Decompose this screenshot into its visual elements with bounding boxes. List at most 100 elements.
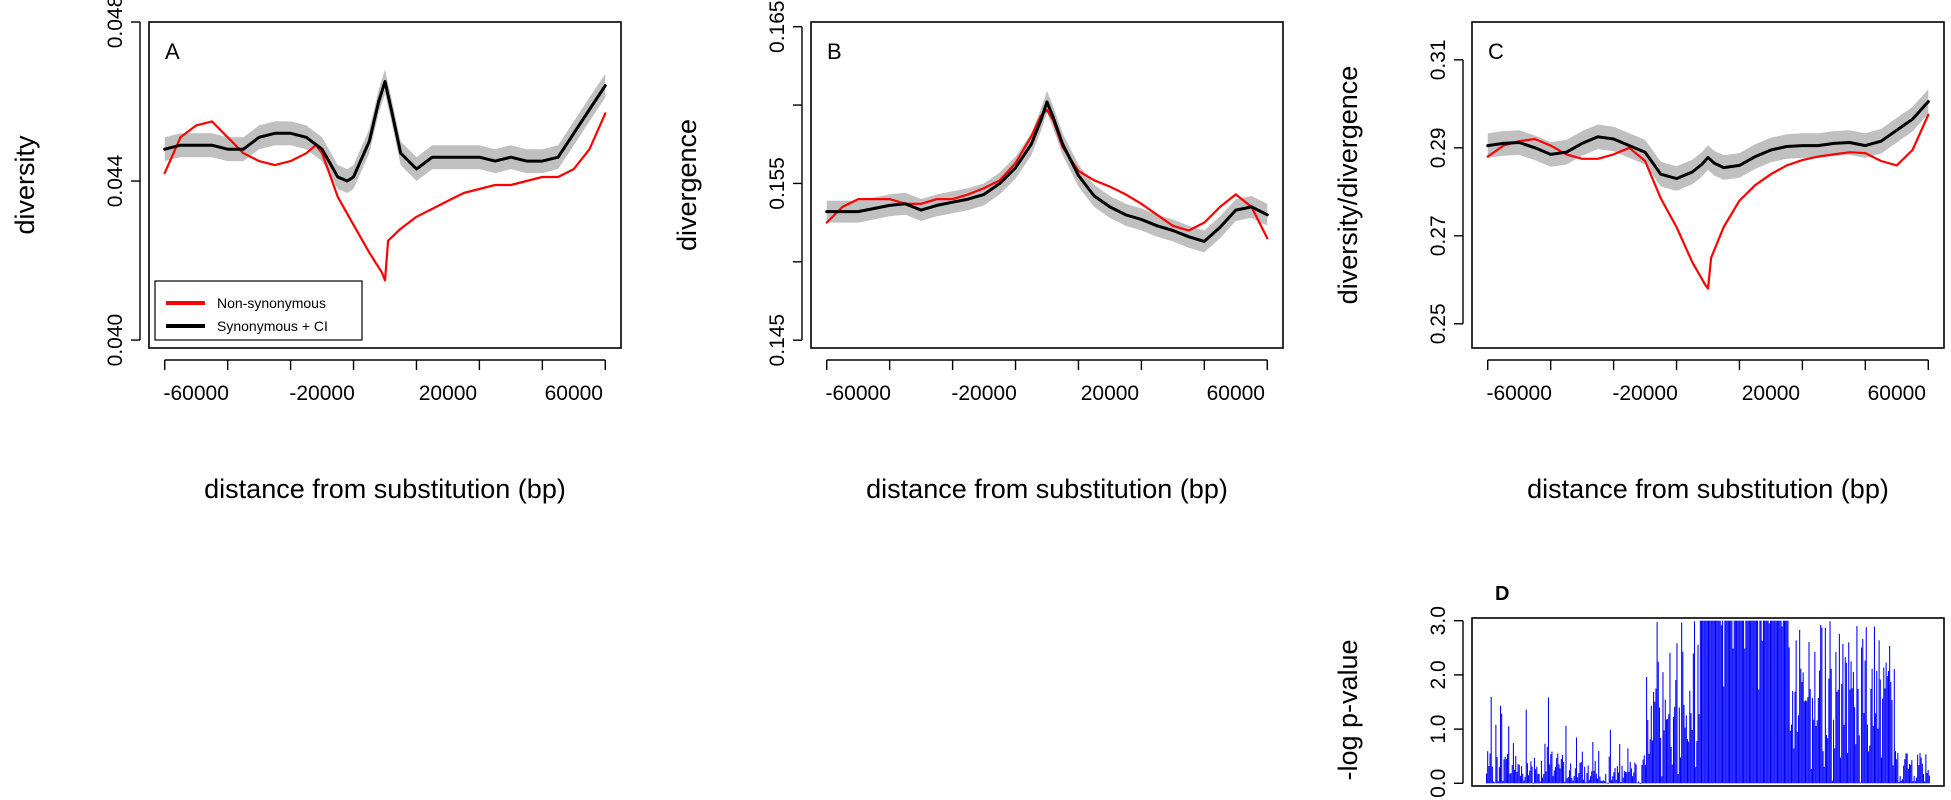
p-value-bar (1629, 761, 1631, 784)
p-value-bar (1792, 691, 1794, 784)
p-value-bar (1718, 620, 1720, 784)
p-value-bar (1538, 774, 1540, 784)
p-value-bar (1615, 779, 1617, 784)
p-value-bar (1501, 713, 1503, 784)
p-value-bar (1900, 780, 1902, 784)
p-value-bar (1633, 772, 1635, 784)
p-value-bar (1911, 760, 1913, 784)
p-value-bar (1884, 688, 1886, 784)
p-value-bar (1747, 620, 1749, 784)
p-value-bar (1771, 620, 1773, 784)
p-value-bar (1636, 782, 1638, 784)
p-value-bar (1639, 782, 1641, 784)
p-value-bar (1788, 647, 1790, 784)
p-value-bar (1681, 622, 1683, 784)
series-line-non-synonymous (1486, 113, 1930, 290)
y-tick-label: 0.165 (766, 0, 789, 53)
p-value-bar (1734, 620, 1736, 784)
p-value-bar (1682, 651, 1684, 784)
p-value-bar (1649, 739, 1651, 784)
p-value-bar (1772, 620, 1774, 784)
p-value-bar (1623, 771, 1625, 784)
p-value-bar (1653, 691, 1655, 784)
p-value-bar (1786, 620, 1788, 784)
p-value-bar (1926, 772, 1928, 784)
p-value-bar (1662, 672, 1664, 784)
p-value-bar (1924, 781, 1926, 784)
p-value-bar (1778, 620, 1780, 784)
legend-box (154, 280, 363, 341)
p-value-bar (1880, 757, 1882, 784)
p-value-bar (1827, 738, 1829, 784)
p-value-bar (1904, 759, 1906, 784)
p-value-bar (1591, 771, 1593, 784)
p-value-bar (1552, 775, 1554, 784)
p-value-bar (1800, 668, 1802, 784)
plot-frame (810, 21, 1284, 349)
p-value-bar (1529, 770, 1531, 784)
p-value-bar (1651, 740, 1653, 784)
y-tick-label: 2.0 (1427, 660, 1450, 689)
p-value-bar (1514, 769, 1516, 784)
p-value-bar (1643, 755, 1645, 784)
p-value-bar (1632, 776, 1634, 784)
p-value-bar (1762, 620, 1764, 784)
p-value-bar (1836, 691, 1838, 784)
p-value-bar (1625, 771, 1627, 784)
p-value-bar (1887, 670, 1889, 784)
p-value-bar (1844, 657, 1846, 784)
p-value-bar (1708, 620, 1710, 784)
p-value-bar (1856, 626, 1858, 784)
p-value-bar (1782, 620, 1784, 784)
p-value-bar (1533, 758, 1535, 784)
p-value-bar (1709, 620, 1711, 784)
p-value-bar (1511, 765, 1513, 784)
p-value-bar (1852, 671, 1854, 784)
panel-a: A 0.040 0.044 0.048 -60000 -20000 20000 60000… (10, 0, 622, 504)
p-value-bar (1702, 620, 1704, 784)
p-value-bar (1710, 620, 1712, 784)
p-value-bar (1539, 781, 1541, 784)
p-value-bar (1700, 620, 1703, 784)
p-value-bar (1878, 640, 1880, 784)
p-value-bar (1917, 754, 1919, 784)
p-value-bar (1620, 782, 1622, 784)
p-value-bar (1696, 741, 1698, 784)
p-value-bar (1908, 764, 1911, 784)
p-value-bar (1897, 752, 1899, 784)
p-value-bar (1675, 679, 1677, 784)
p-value-bar (1586, 773, 1588, 784)
p-value-bar (1806, 701, 1808, 784)
p-value-bar (1757, 620, 1759, 784)
p-value-bar (1732, 648, 1734, 784)
x-tick-label: 20000 (1081, 382, 1139, 405)
p-value-bar (1685, 715, 1687, 784)
p-value-bar (1644, 764, 1646, 784)
p-value-bar (1565, 725, 1567, 784)
p-value-bar (1840, 757, 1842, 784)
p-value-bar (1919, 752, 1921, 784)
p-value-bar (1927, 770, 1929, 784)
p-value-bar (1698, 714, 1700, 784)
p-value-bar (1667, 719, 1669, 784)
legend: Non-synonymous Synonymous + CI (154, 280, 363, 341)
p-value-bar (1722, 620, 1724, 784)
p-value-bar (1752, 620, 1754, 784)
p-value-bar (1820, 624, 1822, 784)
p-value-bar (1857, 688, 1859, 784)
p-value-bar (1599, 776, 1601, 784)
p-value-bar (1692, 653, 1694, 784)
p-value-bar (1621, 766, 1623, 784)
p-value-bar (1866, 724, 1868, 784)
y-axis-title: diversity (10, 135, 40, 235)
p-value-bar (1889, 646, 1891, 784)
p-value-bar (1863, 713, 1865, 784)
p-value-bar (1669, 652, 1671, 784)
y-tick-label: 0.25 (1427, 303, 1450, 344)
p-value-bar (1628, 771, 1630, 784)
p-value-bar (1815, 726, 1817, 784)
x-axis-title: distance from substitution (bp) (204, 474, 566, 504)
p-value-bar (1799, 630, 1801, 784)
p-value-bar (1803, 701, 1805, 784)
